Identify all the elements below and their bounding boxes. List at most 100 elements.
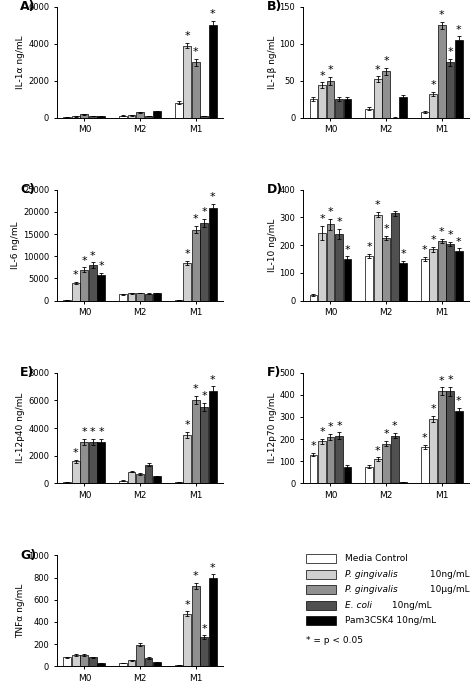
Text: *: * (99, 428, 104, 437)
Text: Media Control: Media Control (345, 555, 408, 564)
Text: *: * (319, 214, 325, 224)
Bar (183, 613, 191, 666)
Bar (344, 99, 351, 118)
Text: *: * (422, 433, 428, 443)
Text: *: * (383, 56, 389, 66)
Text: *: * (193, 384, 199, 394)
Bar (438, 391, 446, 484)
Bar (382, 71, 390, 118)
Bar (119, 481, 127, 484)
Text: *: * (456, 25, 462, 35)
Bar (447, 244, 454, 301)
Bar (374, 214, 382, 301)
Bar (192, 62, 200, 118)
Bar (209, 208, 217, 301)
Bar (153, 112, 161, 118)
Text: *: * (336, 217, 342, 228)
Text: *: * (383, 429, 389, 439)
Y-axis label: IL-1α ng/mL: IL-1α ng/mL (16, 35, 25, 89)
Y-axis label: IL-12p40 ng/mL: IL-12p40 ng/mL (16, 393, 25, 463)
FancyBboxPatch shape (306, 585, 336, 594)
Text: *: * (210, 375, 216, 384)
Bar (72, 462, 80, 484)
Bar (455, 412, 463, 484)
Text: *: * (184, 421, 190, 430)
Bar (136, 645, 144, 666)
Bar (310, 295, 318, 301)
FancyBboxPatch shape (306, 570, 336, 579)
Bar (64, 300, 71, 301)
Bar (429, 249, 437, 301)
Text: *: * (447, 47, 453, 57)
Text: *: * (184, 249, 190, 259)
Text: G): G) (20, 549, 36, 561)
Text: *: * (210, 192, 216, 202)
Text: *: * (375, 201, 381, 210)
Bar (365, 256, 373, 301)
Bar (192, 230, 200, 301)
Text: F): F) (266, 366, 281, 379)
Bar (327, 437, 334, 484)
Text: *: * (201, 208, 207, 217)
Bar (344, 467, 351, 484)
Text: *: * (319, 427, 325, 437)
Bar (89, 442, 97, 484)
Text: *: * (193, 571, 199, 582)
Bar (200, 407, 208, 484)
Bar (183, 263, 191, 301)
FancyBboxPatch shape (306, 616, 336, 625)
Bar (136, 293, 144, 301)
Text: E. coli: E. coli (345, 601, 372, 610)
Text: *: * (430, 81, 436, 90)
Bar (447, 391, 454, 484)
Y-axis label: IL-1β ng/mL: IL-1β ng/mL (268, 35, 277, 89)
Bar (399, 263, 407, 301)
Text: *: * (328, 65, 333, 76)
Text: B): B) (266, 0, 282, 13)
Bar (455, 40, 463, 118)
Text: *: * (184, 31, 190, 41)
Bar (200, 637, 208, 666)
FancyBboxPatch shape (306, 601, 336, 610)
Text: *: * (375, 446, 381, 455)
Text: *: * (447, 375, 453, 385)
Bar (119, 115, 127, 118)
Bar (81, 655, 88, 666)
Text: 10ng/mL: 10ng/mL (427, 570, 469, 579)
Text: *: * (73, 448, 79, 458)
Text: * = p < 0.05: * = p < 0.05 (306, 636, 363, 645)
Bar (89, 117, 97, 118)
Text: *: * (210, 563, 216, 573)
Text: *: * (201, 391, 207, 401)
Text: *: * (422, 245, 428, 255)
Bar (374, 79, 382, 118)
Bar (421, 447, 428, 484)
Text: 10μg/mL: 10μg/mL (427, 585, 469, 594)
Bar (72, 283, 80, 301)
Bar (209, 577, 217, 666)
Bar (183, 46, 191, 118)
Bar (136, 474, 144, 484)
Text: *: * (193, 214, 199, 224)
Text: *: * (447, 230, 453, 240)
Bar (153, 662, 161, 666)
Bar (128, 472, 136, 484)
Bar (365, 109, 373, 118)
Bar (318, 441, 326, 484)
Bar (382, 443, 390, 484)
Bar (145, 116, 153, 118)
Bar (119, 663, 127, 666)
Bar (145, 658, 153, 666)
Text: D): D) (266, 183, 283, 196)
Bar (200, 116, 208, 118)
Bar (72, 117, 80, 118)
Bar (318, 232, 326, 301)
Bar (192, 400, 200, 484)
Text: *: * (345, 244, 350, 255)
Bar (209, 391, 217, 484)
Bar (447, 62, 454, 118)
Bar (310, 99, 318, 118)
Bar (81, 114, 88, 118)
Bar (98, 442, 105, 484)
Text: *: * (456, 396, 462, 407)
